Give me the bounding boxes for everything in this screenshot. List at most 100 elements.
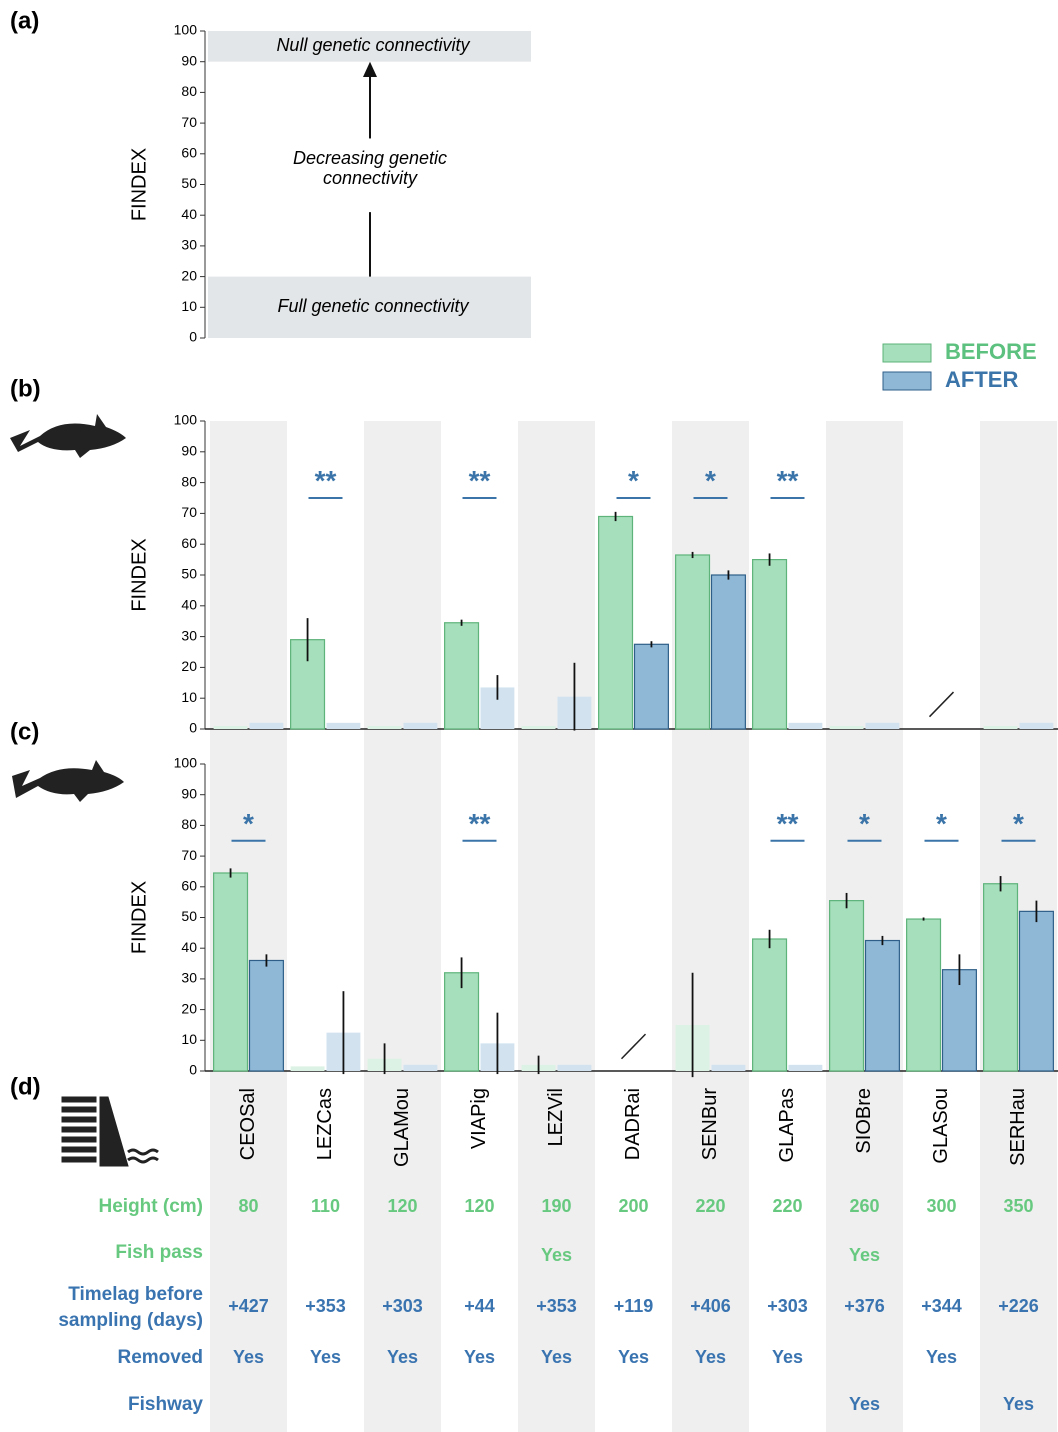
y-tick-label: 90 (181, 785, 197, 801)
legend-swatch (883, 344, 931, 362)
legend-label: AFTER (945, 367, 1018, 392)
y-tick-label: 0 (189, 720, 197, 736)
bar (907, 919, 941, 1071)
significance: * (1013, 808, 1024, 839)
row-header: Fish pass (115, 1242, 203, 1263)
bar (635, 644, 669, 729)
significance: * (705, 465, 716, 496)
table-cell: +353 (305, 1296, 346, 1316)
y-tick-label: 90 (181, 443, 197, 459)
table-cell: Yes (464, 1347, 495, 1367)
table-cell: Yes (618, 1347, 649, 1367)
y-axis-label: FINDEX (128, 881, 150, 954)
missing-mark (622, 1034, 646, 1059)
y-tick-label: 50 (181, 566, 197, 582)
table-cell: 350 (1003, 1196, 1033, 1216)
x-tick-label: DADRai (622, 1088, 644, 1160)
bar (753, 939, 787, 1071)
bar (558, 1065, 592, 1071)
x-tick-label: GLAPas (776, 1088, 798, 1162)
annotation-text: Decreasing genetic connectivity (285, 148, 455, 188)
bar (984, 726, 1018, 729)
x-tick-label: GLASou (930, 1088, 952, 1164)
table-cell: +226 (998, 1296, 1039, 1316)
bar (789, 1065, 823, 1071)
row-header: Height (cm) (99, 1196, 204, 1217)
table-cell: 80 (238, 1196, 258, 1216)
significance: ** (777, 465, 799, 496)
table-cell: 300 (926, 1196, 956, 1216)
x-tick-label: LEZCas (314, 1088, 336, 1160)
missing-mark (930, 692, 954, 717)
table-cell: 120 (464, 1196, 494, 1216)
significance: * (628, 465, 639, 496)
x-tick-label: VIAPig (468, 1088, 490, 1149)
legend-label: BEFORE (945, 339, 1037, 364)
table-cell: +44 (464, 1296, 495, 1316)
table-cell: 190 (541, 1196, 571, 1216)
y-tick-label: 30 (181, 970, 197, 986)
bar (1020, 723, 1054, 729)
band-text: Full genetic connectivity (277, 296, 469, 316)
y-tick-label: 70 (181, 847, 197, 863)
table-cell: Yes (695, 1347, 726, 1367)
table-cell: +353 (536, 1296, 577, 1316)
table-cell: Yes (849, 1394, 880, 1414)
y-tick-label: 30 (181, 237, 197, 253)
y-tick-label: 80 (181, 83, 197, 99)
bar (404, 1065, 438, 1071)
row-header: Timelag before sampling (days) (0, 1282, 203, 1338)
y-tick-label: 70 (181, 504, 197, 520)
bar (214, 726, 248, 729)
table-cell: 220 (772, 1196, 802, 1216)
significance: ** (469, 465, 491, 496)
y-tick-label: 10 (181, 298, 197, 314)
table-cell: Yes (541, 1347, 572, 1367)
table-cell: 110 (311, 1196, 340, 1216)
table-cell: Yes (926, 1347, 957, 1367)
table-cell: Yes (387, 1347, 418, 1367)
y-tick-label: 20 (181, 658, 197, 674)
table-cell: Yes (849, 1245, 880, 1265)
table-cell: +119 (614, 1296, 654, 1316)
table-cell: +303 (382, 1296, 423, 1316)
significance: ** (777, 808, 799, 839)
fish-icon (12, 760, 124, 802)
y-tick-label: 60 (181, 878, 197, 894)
bar (250, 960, 284, 1071)
significance: ** (469, 808, 491, 839)
table-cell: Yes (772, 1347, 803, 1367)
dam-icon (62, 1097, 158, 1166)
table-cell: 220 (695, 1196, 725, 1216)
fish-icon (10, 414, 126, 458)
arrow-head (363, 62, 377, 77)
y-tick-label: 0 (189, 329, 197, 345)
y-tick-label: 100 (174, 412, 198, 428)
bar (789, 723, 823, 729)
y-tick-label: 0 (189, 1062, 197, 1078)
bar (445, 623, 479, 729)
x-tick-label: SERHau (1007, 1088, 1029, 1166)
x-tick-label: SIOBre (853, 1088, 875, 1154)
panel-label: (c) (10, 718, 39, 745)
y-tick-label: 100 (174, 22, 198, 38)
table-cell: 120 (387, 1196, 417, 1216)
table-cell: Yes (233, 1347, 264, 1367)
bar (327, 723, 361, 729)
column-shade (364, 421, 441, 1432)
legend-swatch (883, 372, 931, 390)
y-tick-label: 10 (181, 689, 197, 705)
band-text: Null genetic connectivity (276, 35, 470, 55)
table-cell: 200 (618, 1196, 648, 1216)
bar (830, 726, 864, 729)
y-axis-label: FINDEX (128, 148, 150, 221)
bar (368, 726, 402, 729)
y-tick-label: 40 (181, 939, 197, 955)
bar (712, 1065, 746, 1071)
table-cell: +303 (767, 1296, 808, 1316)
annotation: Decreasing genetic connectivity (285, 148, 455, 218)
column-shade (518, 421, 595, 1432)
bar (866, 941, 900, 1071)
y-tick-label: 40 (181, 206, 197, 222)
bar (404, 723, 438, 729)
